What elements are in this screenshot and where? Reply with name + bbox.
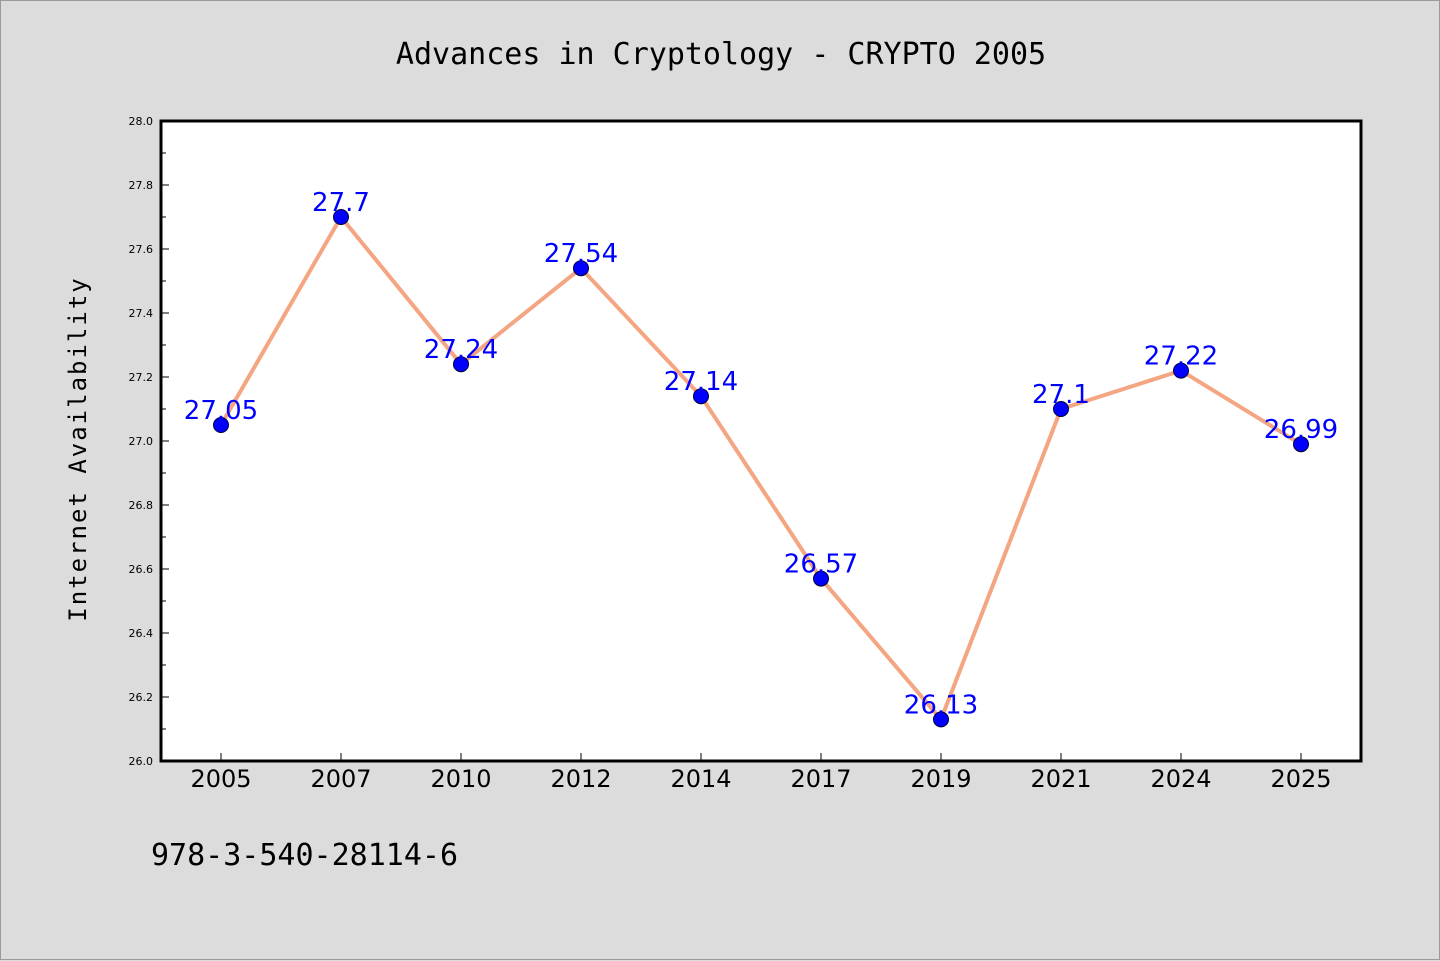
y-tick-label: 26.4 <box>129 627 154 640</box>
x-tick-label: 2005 <box>190 765 251 793</box>
data-label: 26.99 <box>1264 415 1338 445</box>
x-tick-label: 2024 <box>1150 765 1211 793</box>
data-label: 27.14 <box>664 367 738 397</box>
x-tick-label: 2014 <box>670 765 731 793</box>
y-tick-label: 27.8 <box>129 179 154 192</box>
y-tick-label: 26.8 <box>129 499 154 512</box>
data-label: 27.22 <box>1144 342 1218 372</box>
x-tick-label: 2007 <box>310 765 371 793</box>
series-line <box>219 215 1303 722</box>
y-tick-label: 26.6 <box>129 563 154 576</box>
data-point <box>213 417 229 433</box>
y-tick-label: 28.0 <box>129 115 154 128</box>
data-label: 27.1 <box>1032 380 1090 410</box>
x-tick-label: 2021 <box>1030 765 1091 793</box>
y-tick-label: 27.6 <box>129 243 154 256</box>
data-points-group <box>213 209 1309 728</box>
data-point <box>933 711 949 728</box>
x-tick-label: 2017 <box>790 765 851 793</box>
y-axis-label: Internet Availability <box>64 276 92 621</box>
x-tick-label: 2019 <box>910 765 971 793</box>
data-point <box>1053 401 1069 417</box>
data-point <box>333 209 349 225</box>
data-point <box>573 260 589 277</box>
x-tick-label: 2012 <box>550 765 611 793</box>
data-point <box>813 570 829 587</box>
series-line-group <box>219 215 1303 722</box>
data-point <box>1173 362 1189 379</box>
data-point <box>453 356 469 373</box>
x-tick-label: 2010 <box>430 765 491 793</box>
data-label: 26.13 <box>904 690 978 720</box>
data-label: 27.24 <box>424 335 498 365</box>
x-tick-label: 2025 <box>1270 765 1331 793</box>
y-tick-label: 26.2 <box>129 691 154 704</box>
plot-area <box>159 119 1363 763</box>
y-axis-ticks: 26.0 26.2 26.4 26.6 26.8 27.0 27.2 27.4 27.6 27.8… <box>129 115 169 768</box>
isbn-footer: 978-3-540-28114-6 <box>151 838 458 873</box>
data-point <box>693 388 709 405</box>
y-tick-label: 27.4 <box>129 307 154 320</box>
data-label: 26.57 <box>784 550 858 580</box>
chart-title: Advances in Cryptology - CRYPTO 2005 <box>396 37 1046 72</box>
data-label: 27.54 <box>544 239 618 269</box>
y-tick-label: 27.0 <box>129 435 154 448</box>
data-labels-group: 27.05 27.7 27.24 27.54 27.14 26.57 26.13 27.1 27… <box>184 188 1338 720</box>
y-tick-label: 27.2 <box>129 371 154 384</box>
y-tick-label: 26.0 <box>129 755 154 768</box>
data-label: 27.7 <box>312 188 370 218</box>
x-axis-ticks: 2005 2007 2010 2012 2014 2017 2019 2021 2024 2025 <box>190 753 1332 793</box>
data-label: 27.05 <box>184 396 258 426</box>
data-point <box>1293 436 1309 453</box>
